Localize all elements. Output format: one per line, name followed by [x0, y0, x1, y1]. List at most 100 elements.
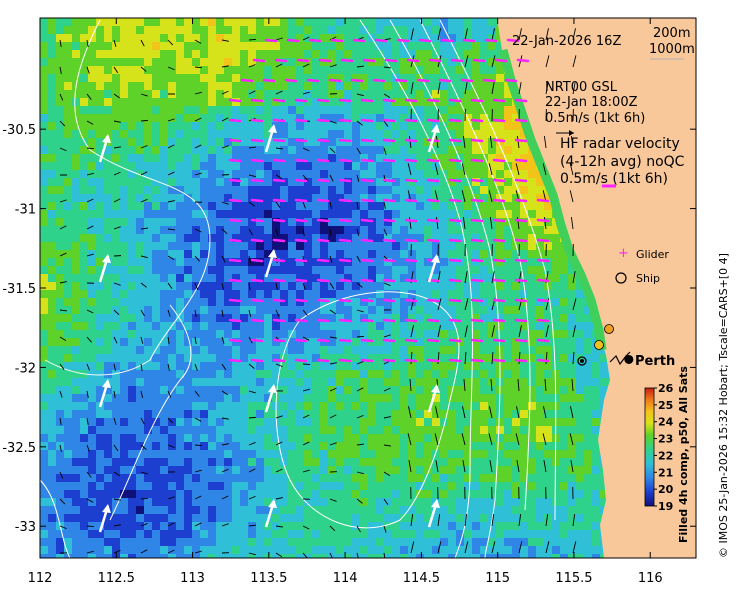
sst-cell	[432, 58, 440, 66]
sst-cell	[368, 466, 376, 474]
sst-cell	[272, 146, 280, 154]
sst-cell	[216, 418, 224, 426]
sst-cell	[184, 482, 192, 490]
sst-cell	[592, 490, 600, 498]
sst-cell	[56, 418, 64, 426]
sst-cell	[304, 410, 312, 418]
sst-cell	[472, 418, 480, 426]
sst-cell	[64, 322, 72, 330]
sst-cell	[384, 26, 392, 34]
sst-cell	[272, 74, 280, 82]
sst-cell	[264, 202, 272, 210]
sst-cell	[184, 186, 192, 194]
sst-cell	[360, 298, 368, 306]
sst-cell	[240, 106, 248, 114]
sst-cell	[512, 474, 520, 482]
sst-cell	[224, 138, 232, 146]
sst-cell	[560, 378, 568, 386]
sst-cell	[368, 378, 376, 386]
sst-cell	[312, 226, 320, 234]
sst-cell	[584, 410, 592, 418]
sst-cell	[336, 466, 344, 474]
sst-cell	[376, 290, 384, 298]
sst-cell	[544, 234, 552, 242]
sst-cell	[256, 26, 264, 34]
sst-cell	[440, 434, 448, 442]
sst-cell	[416, 346, 424, 354]
sst-cell	[152, 82, 160, 90]
sst-cell	[96, 314, 104, 322]
sst-cell	[128, 130, 136, 138]
sst-cell	[208, 194, 216, 202]
sst-cell	[504, 218, 512, 226]
sst-cell	[352, 450, 360, 458]
sst-cell	[176, 66, 184, 74]
sst-cell	[160, 458, 168, 466]
sst-cell	[248, 218, 256, 226]
sst-cell	[216, 386, 224, 394]
sst-cell	[480, 282, 488, 290]
sst-cell	[368, 114, 376, 122]
sst-cell	[232, 274, 240, 282]
sst-cell	[208, 434, 216, 442]
sst-cell	[192, 226, 200, 234]
sst-cell	[40, 218, 48, 226]
sst-cell	[88, 402, 96, 410]
sst-cell	[496, 338, 504, 346]
sst-cell	[288, 50, 296, 58]
sst-cell	[376, 450, 384, 458]
sst-cell	[128, 282, 136, 290]
sst-cell	[536, 210, 544, 218]
sst-cell	[360, 482, 368, 490]
sst-cell	[256, 442, 264, 450]
sst-cell	[64, 314, 72, 322]
sst-cell	[360, 314, 368, 322]
sst-cell	[424, 122, 432, 130]
sst-cell	[448, 218, 456, 226]
sst-cell	[320, 450, 328, 458]
sst-cell	[64, 218, 72, 226]
sst-cell	[464, 434, 472, 442]
sst-cell	[72, 226, 80, 234]
sst-cell	[264, 386, 272, 394]
sst-cell	[400, 394, 408, 402]
sst-cell	[312, 394, 320, 402]
sst-cell	[72, 322, 80, 330]
sst-cell	[160, 322, 168, 330]
sst-cell	[384, 218, 392, 226]
sst-cell	[64, 490, 72, 498]
sst-cell	[560, 482, 568, 490]
sst-cell	[272, 106, 280, 114]
sst-cell	[304, 114, 312, 122]
sst-cell	[384, 58, 392, 66]
sst-cell	[184, 474, 192, 482]
sst-cell	[368, 274, 376, 282]
sst-cell	[432, 194, 440, 202]
sst-cell	[424, 66, 432, 74]
sst-cell	[448, 106, 456, 114]
sst-cell	[536, 306, 544, 314]
sst-cell	[376, 82, 384, 90]
sst-cell	[560, 442, 568, 450]
sst-cell	[504, 298, 512, 306]
sst-cell	[560, 490, 568, 498]
sst-cell	[72, 354, 80, 362]
sst-cell	[240, 410, 248, 418]
sst-cell	[192, 194, 200, 202]
sst-cell	[520, 210, 528, 218]
sst-cell	[232, 394, 240, 402]
sst-cell	[480, 466, 488, 474]
sst-cell	[64, 338, 72, 346]
sst-cell	[408, 146, 416, 154]
sst-cell	[480, 226, 488, 234]
sst-cell	[520, 330, 528, 338]
sst-cell	[128, 138, 136, 146]
sst-cell	[536, 498, 544, 506]
sst-cell	[488, 474, 496, 482]
sst-cell	[424, 314, 432, 322]
sst-cell	[432, 250, 440, 258]
sst-cell	[552, 378, 560, 386]
sst-cell	[216, 266, 224, 274]
sst-cell	[496, 162, 504, 170]
sst-cell	[536, 410, 544, 418]
